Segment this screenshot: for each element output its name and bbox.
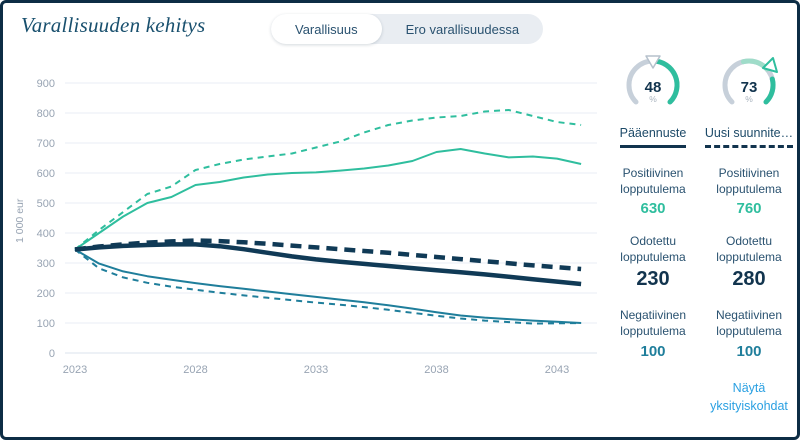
gauge-unit: %	[649, 94, 657, 104]
gauge-marker-up-icon	[762, 57, 778, 73]
y-tick-label: 900	[37, 78, 55, 90]
legend-headers: Pääennuste Uusi suunnite…	[605, 126, 797, 148]
wealth-line-chart[interactable]: 1 000 eur 0 100 200 300 400 500 600 700 800 900 20…	[9, 53, 605, 393]
chart-mode-toggle: Varallisuus Ero varallisuudessa	[271, 14, 544, 44]
y-tick-label: 100	[37, 318, 55, 330]
x-tick-label: 2028	[183, 364, 207, 376]
page-title: Varallisuuden kehitys	[21, 13, 206, 37]
stat-negative-paaennuste: Negatiivinen lopputulema 100	[605, 308, 701, 359]
outcome-stats: Positiivinen lopputulema 630 Positiivine…	[605, 166, 797, 415]
stat-negative-uusi: Negatiivinen lopputulema 100	[701, 308, 797, 359]
forecast-panel: 48 % 73 % Pääennuste Uusi suun	[605, 55, 797, 415]
chart-series-line	[74, 248, 582, 325]
spacer	[605, 377, 701, 415]
x-tick-label: 2033	[304, 364, 328, 376]
chart-series	[74, 109, 582, 325]
stat-value: 100	[736, 342, 762, 360]
gauge-paaennuste: 48 %	[605, 55, 701, 119]
stat-positive-uusi: Positiivinen lopputulema 760	[701, 166, 797, 217]
stat-label: Odotettu lopputulema	[716, 234, 782, 264]
y-tick-label: 0	[49, 348, 55, 360]
chart-series-line	[74, 238, 582, 272]
stat-value: 630	[640, 200, 666, 218]
axis-tick-labels: 0 100 200 300 400 500 600 700 800 900 2023 2028 2033…	[37, 78, 570, 376]
legend-paaennuste-label: Pääennuste	[619, 126, 687, 148]
gauge-value: 73	[741, 79, 758, 96]
y-tick-label: 500	[37, 198, 55, 210]
stat-positive-paaennuste: Positiivinen lopputulema 630	[605, 166, 701, 217]
show-details-link[interactable]: Näytä yksityiskohdat	[710, 380, 788, 413]
chart-series-line	[74, 242, 582, 287]
x-tick-label: 2023	[63, 364, 87, 376]
legend-uusi-suunnitelma-label: Uusi suunnite…	[704, 126, 794, 148]
y-tick-label: 600	[37, 168, 55, 180]
stat-label: Odotettu lopputulema	[620, 234, 686, 264]
legend-uusi-suunnitelma: Uusi suunnite…	[701, 126, 797, 148]
x-tick-label: 2038	[424, 364, 448, 376]
stat-label: Negatiivinen lopputulema	[715, 308, 783, 338]
gauge-marker-down-icon	[645, 55, 661, 69]
stat-expected-uusi: Odotettu lopputulema 280	[701, 234, 797, 291]
tab-varallisuus[interactable]: Varallisuus	[271, 14, 382, 44]
chart-series-line	[74, 248, 582, 324]
stat-expected-paaennuste: Odotettu lopputulema 230	[605, 234, 701, 291]
stat-label: Positiivinen lopputulema	[620, 166, 686, 196]
y-axis-unit-label: 1 000 eur	[14, 198, 26, 243]
x-tick-label: 2043	[545, 364, 569, 376]
stat-label: Negatiivinen lopputulema	[619, 308, 687, 338]
grid-lines	[65, 82, 597, 354]
y-tick-label: 400	[37, 228, 55, 240]
gauge-48-dial: 48 %	[626, 55, 680, 105]
stat-value: 280	[732, 268, 766, 291]
stat-label: Positiivinen lopputulema	[716, 166, 782, 196]
stat-value: 100	[640, 342, 666, 360]
gauge-uusi-suunnitelma: 73 %	[701, 55, 797, 119]
y-tick-label: 700	[37, 138, 55, 150]
gauge-unit: %	[745, 94, 753, 104]
stat-value: 230	[636, 268, 670, 291]
chart-series-line	[74, 148, 582, 251]
stat-value: 760	[736, 200, 762, 218]
gauges-row: 48 % 73 %	[605, 55, 797, 119]
y-tick-label: 300	[37, 258, 55, 270]
gauge-value: 48	[645, 79, 662, 96]
gauge-73-dial: 73 %	[722, 57, 778, 105]
legend-paaennuste: Pääennuste	[605, 126, 701, 148]
tab-ero-varallisuudessa[interactable]: Ero varallisuudessa	[405, 21, 520, 37]
y-tick-label: 200	[37, 288, 55, 300]
chart-series-line	[74, 109, 582, 251]
y-tick-label: 800	[37, 108, 55, 120]
